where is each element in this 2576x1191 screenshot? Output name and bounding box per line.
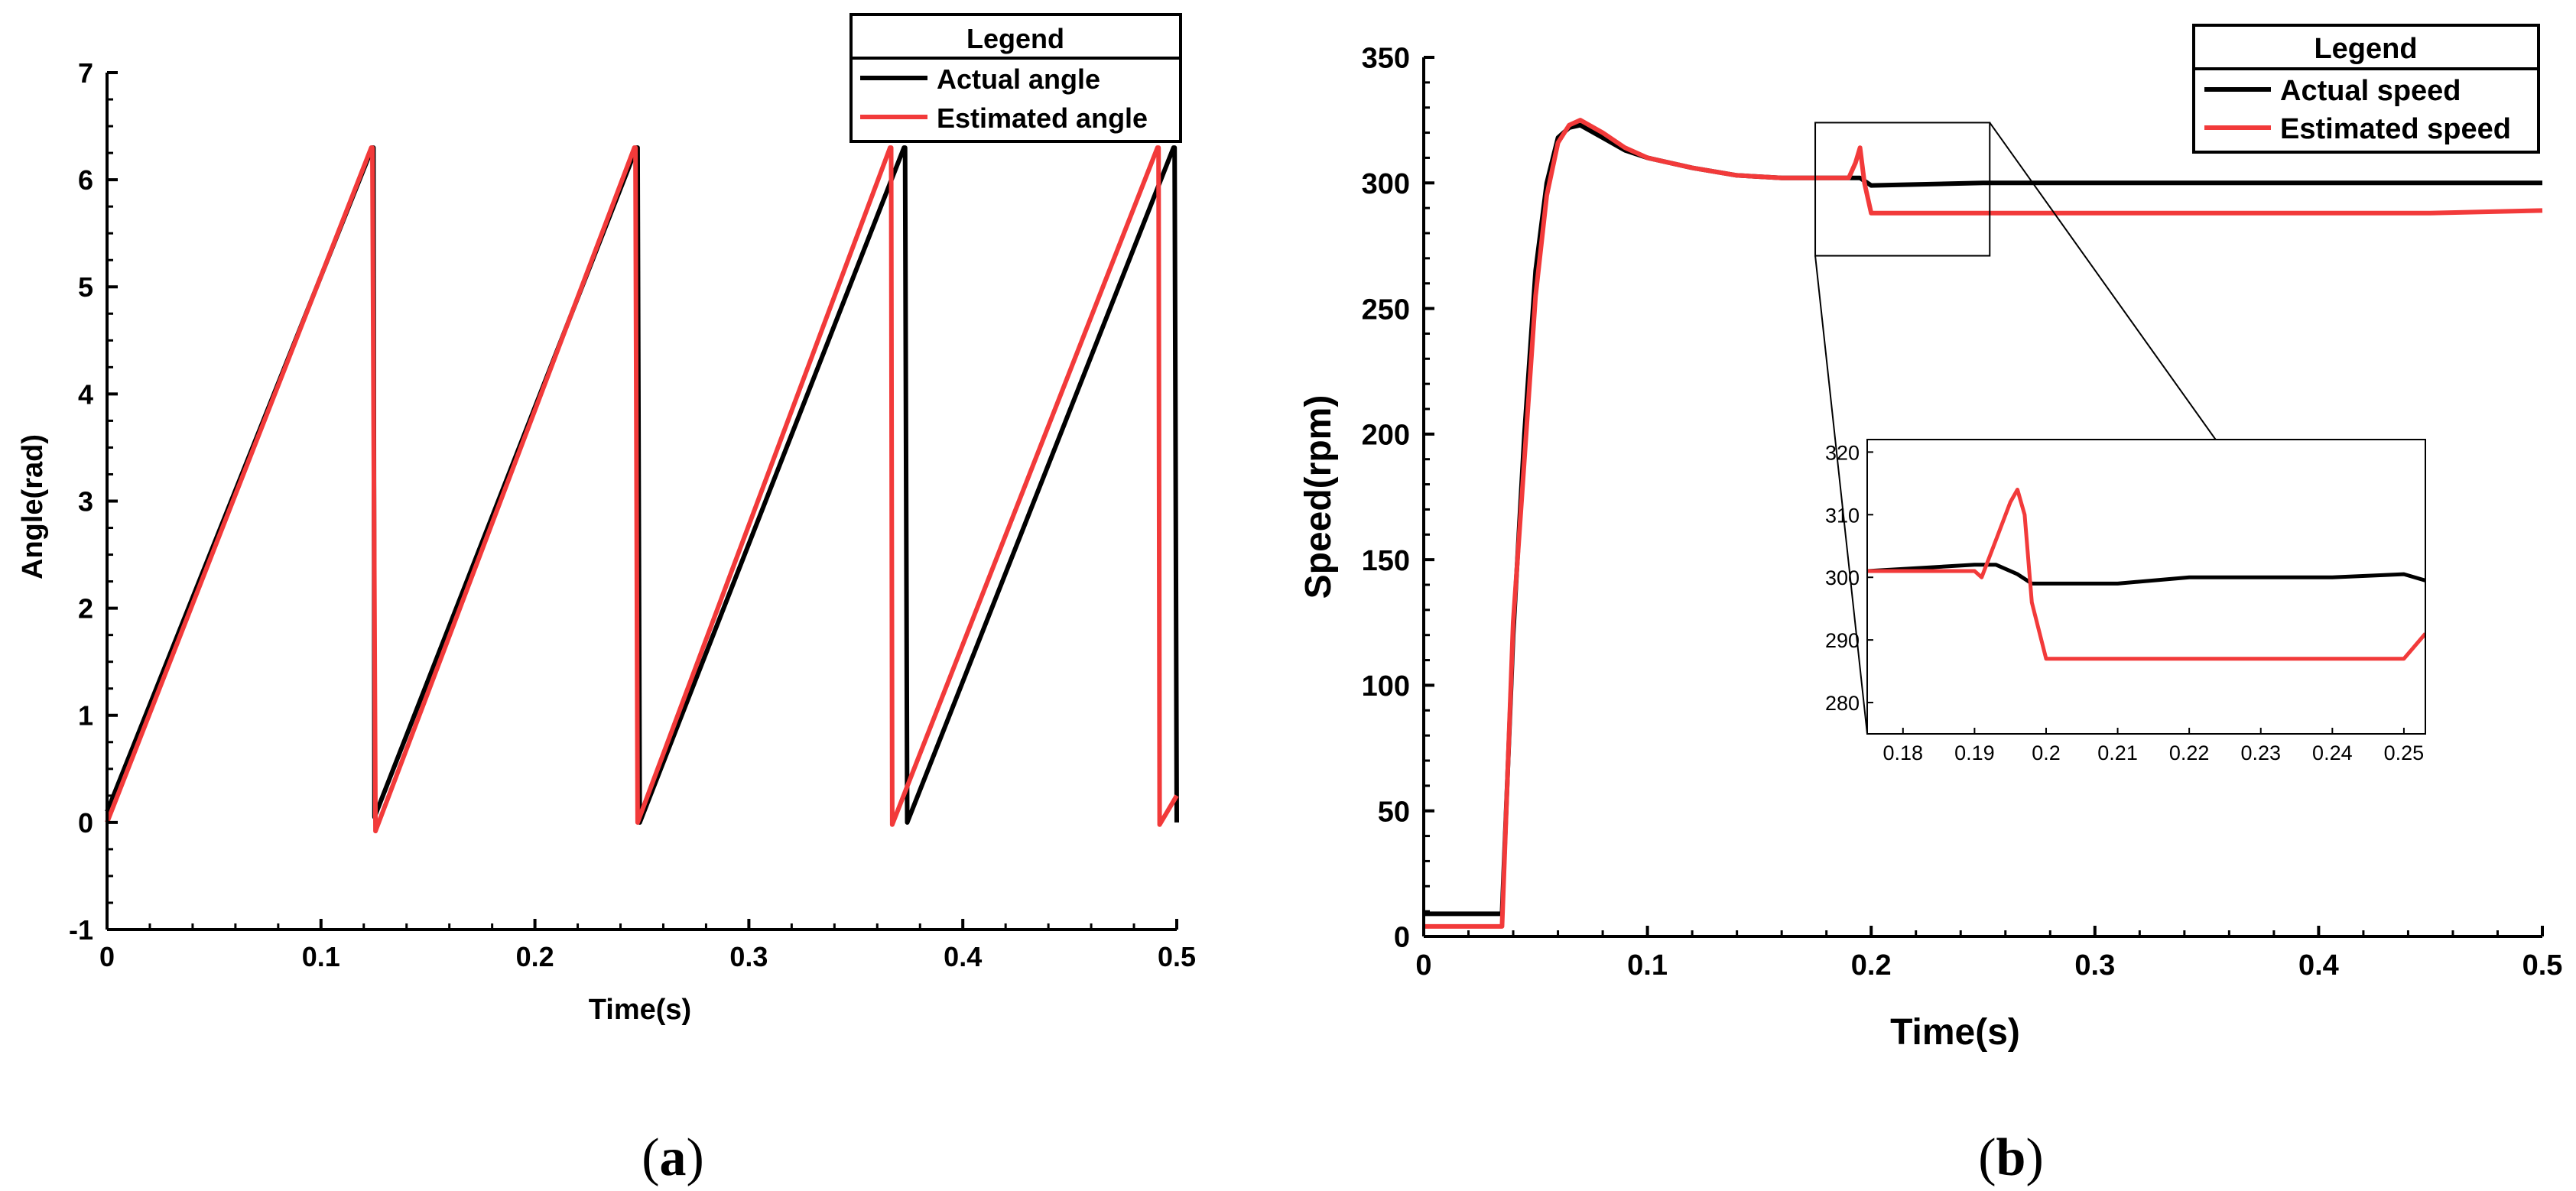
panel-a-y-axis-title: Angle(rad) [17, 434, 49, 579]
panel-b-legend-label-actual: Actual speed [2280, 75, 2461, 107]
panel-b-y-tick-label: 150 [1362, 545, 1410, 577]
panel-b-label-letter: b [1996, 1128, 2026, 1187]
panel-a-x-tick-label: 0.2 [516, 941, 554, 972]
panel-b-inset-x-tick-label: 0.24 [2312, 742, 2353, 764]
panel-a-label-close-paren: ) [687, 1128, 704, 1187]
panel-a-legend-title: Legend [966, 23, 1064, 54]
panel-a-y-tick-label: -1 [69, 914, 93, 946]
panel-b-x-tick-label: 0 [1415, 949, 1431, 982]
panel-b-inset-y-tick-label: 280 [1825, 692, 1860, 715]
panel-b-inset-x-tick-label: 0.19 [1954, 742, 1995, 764]
panel-b-zoom-connector-left [1814, 255, 1868, 735]
panel-b-legend: Legend Actual speed Estimated speed [2192, 24, 2540, 154]
panel-b-inset-x-tick-label: 0.22 [2169, 742, 2210, 764]
panel-b-y-tick-label: 0 [1394, 922, 1410, 954]
panel-b-inset-frame [1866, 439, 2426, 735]
panel-a-label: (a) [642, 1128, 704, 1187]
panel-b-inset-y-tick-label: 310 [1825, 504, 1860, 527]
panel-b-inset-x-tick-label: 0.2 [2032, 742, 2061, 764]
panel-b-y-tick-label: 300 [1362, 168, 1410, 200]
panel-a-legend: Legend Actual angle Estimated angle [849, 13, 1182, 143]
panel-a-x-tick-label: 0.4 [944, 941, 982, 972]
panel-b-legend-label-estimated: Estimated speed [2280, 113, 2511, 145]
panel-a-legend-label-actual: Actual angle [937, 63, 1100, 95]
panel-b-label: (b) [1978, 1128, 2044, 1187]
panel-a-x-tick-label: 0.1 [302, 941, 340, 972]
panel-b-inset-background [1867, 440, 2425, 734]
panel-b-inset-series-group [1867, 488, 2425, 661]
panel-a-y-tick-label: 5 [78, 271, 93, 303]
panel-a-label-letter: a [660, 1128, 687, 1187]
panel-b-y-tick-label: 200 [1362, 420, 1410, 452]
panel-b-inset-x-tick-label: 0.23 [2240, 742, 2281, 764]
panel-a-y-tick-label: 6 [78, 164, 93, 196]
panel-b-x-axis-title: Time(s) [1890, 1012, 2020, 1053]
panel-a-label-open-paren: ( [642, 1128, 659, 1187]
panel-b-y-tick-label: 50 [1378, 796, 1410, 828]
panel-a-y-tick-label: 1 [78, 700, 93, 732]
panel-a-y-tick-label: 3 [78, 485, 93, 517]
panel-b-inset-y-tick-label: 320 [1825, 441, 1860, 464]
panel-b-ticks: 0 0.1 0.2 0.3 0.4 0.5 0 50 100 150 200 250 300 350 [1362, 43, 2563, 982]
panel-b-inset-chart: 0.18 0.19 0.2 0.21 0.22 0.23 0.24 0.25 280 290 300… [1825, 439, 2426, 764]
panel-a-y-tick-label: 2 [78, 593, 93, 625]
panel-b-legend-title: Legend [2314, 33, 2417, 65]
panel-b-axes [1422, 57, 2542, 938]
panel-b-x-tick-label: 0.5 [2522, 949, 2563, 982]
panel-b-series-group [1424, 118, 2543, 929]
panel-a-x-axis-title: Time(s) [589, 994, 691, 1026]
panel-b-inset-series-estimated-line [1867, 488, 2425, 661]
panel-b-inset-x-tick-label: 0.18 [1883, 742, 1924, 764]
panel-a-series-estimated-line [105, 145, 1179, 834]
panel-a-x-tick-label: 0 [99, 941, 115, 972]
panel-b-y-axis-title: Speed(rpm) [1298, 395, 1339, 599]
panel-b-inset-x-tick-label: 0.25 [2384, 742, 2425, 764]
panel-b-zoom-box [1814, 122, 1991, 257]
panel-b-y-tick-label: 100 [1362, 670, 1410, 703]
panel-a-y-tick-label: 7 [78, 57, 93, 89]
panel-b-series-estimated-line [1424, 118, 2543, 929]
panel-a-y-tick-label: 4 [78, 378, 93, 410]
panel-b-x-tick-label: 0.2 [1851, 949, 1892, 982]
panel-b-inset-y-tick-label: 300 [1825, 566, 1860, 589]
panel-b-inset-series-actual-line [1867, 563, 2425, 586]
panel-b-x-tick-label: 0.3 [2074, 949, 2115, 982]
panel-b-inset-y-tick-label: 290 [1825, 629, 1860, 652]
panel-b-y-tick-label: 250 [1362, 294, 1410, 326]
panel-a-x-tick-label: 0.5 [1158, 941, 1196, 972]
panel-a-legend-label-estimated: Estimated angle [937, 102, 1148, 134]
panel-b-chart: 0 0.1 0.2 0.3 0.4 0.5 0 50 100 150 200 250 300 350 Ti… [1298, 24, 2563, 1053]
panel-b-label-open-paren: ( [1978, 1128, 1996, 1187]
panel-b-x-tick-label: 0.4 [2298, 949, 2339, 982]
panel-b-y-tick-label: 350 [1362, 43, 1410, 75]
panel-a-x-tick-label: 0.3 [729, 941, 768, 972]
panel-a-y-tick-label: 0 [78, 807, 93, 839]
panel-b-x-tick-label: 0.1 [1627, 949, 1668, 982]
panel-b-label-close-paren: ) [2025, 1128, 2043, 1187]
panel-b-inset-x-tick-label: 0.21 [2097, 742, 2138, 764]
panel-a-series-group [105, 145, 1179, 834]
